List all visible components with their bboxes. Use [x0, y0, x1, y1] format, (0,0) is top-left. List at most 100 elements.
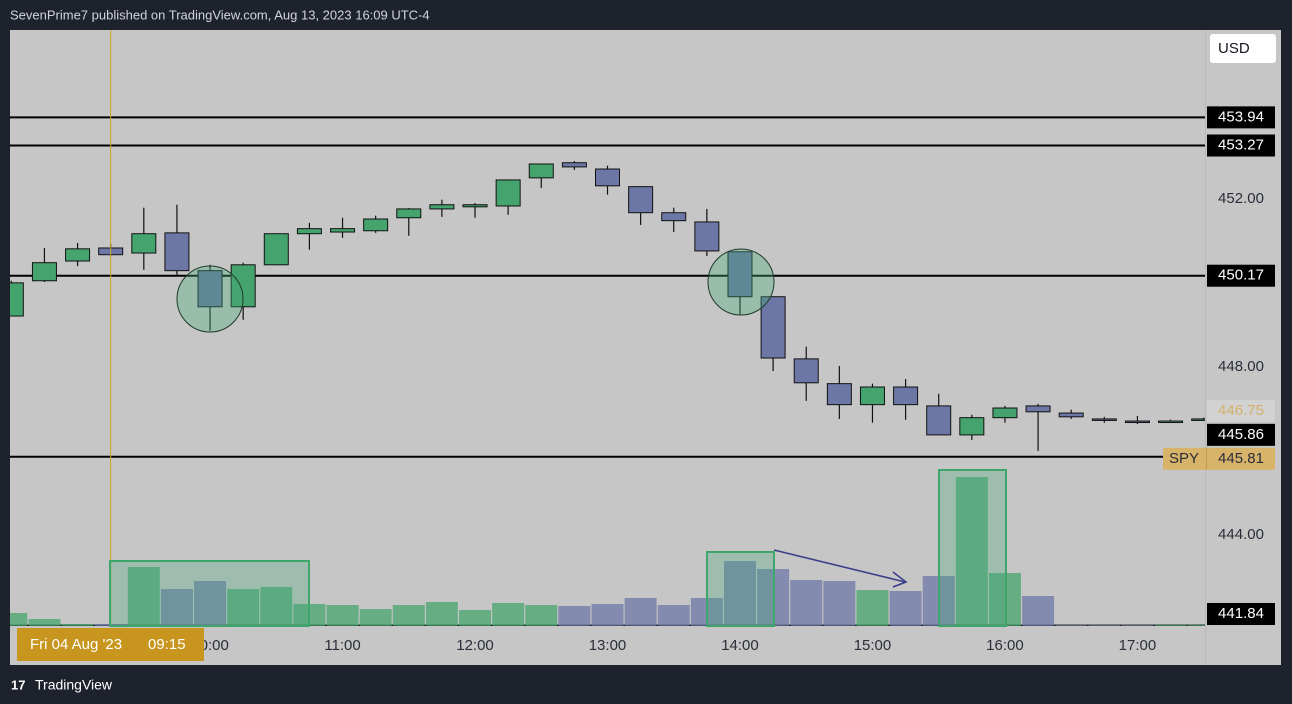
- volume-bar: [194, 581, 227, 626]
- price-label-bg: [1207, 264, 1275, 287]
- volume-bar: [1055, 625, 1088, 626]
- last-price-bg: [1207, 399, 1275, 422]
- chart-panel: [10, 30, 1281, 665]
- crosshair-label: Fri 04 Aug '23 09:15: [17, 628, 204, 661]
- volume-highlight: [706, 551, 775, 627]
- symbol-name: SPY: [1169, 450, 1199, 467]
- x-tick-label: 16:00: [986, 637, 1024, 654]
- price-label: 450.17: [1207, 264, 1275, 287]
- candle-body: [1091, 418, 1117, 421]
- volume-bar: [1154, 625, 1187, 626]
- candle-body: [197, 270, 223, 308]
- candle-body: [495, 179, 521, 207]
- candle-body: [727, 251, 753, 298]
- candle-body: [528, 163, 554, 179]
- price-label: 453.94: [1207, 106, 1275, 129]
- candle-body: [959, 417, 985, 436]
- candle-body: [1158, 420, 1184, 424]
- candle-body: [10, 282, 24, 317]
- currency-label[interactable]: USD: [1218, 40, 1250, 57]
- candle-body: [296, 228, 322, 235]
- annotations: [109, 248, 1007, 627]
- volume-bar: [657, 605, 690, 626]
- publish-header: SevenPrime7 published on TradingView.com…: [10, 7, 430, 22]
- x-tick-label: 11:00: [324, 637, 360, 654]
- volume-bar: [823, 581, 856, 626]
- last-price-text: 446.75: [1218, 402, 1264, 419]
- candle-body: [694, 221, 720, 252]
- trend-arrow-head: [892, 571, 908, 588]
- candle-body: [1124, 420, 1150, 424]
- candle-body: [330, 228, 356, 233]
- brand-name[interactable]: TradingView: [35, 677, 113, 693]
- volume-bar: [1022, 596, 1055, 626]
- price-label: 441.84: [1207, 603, 1275, 625]
- candle-body: [429, 204, 455, 210]
- volume-bar: [425, 602, 458, 626]
- candle-body: [164, 232, 190, 272]
- currency-button[interactable]: USD: [1210, 34, 1276, 63]
- volume-bar: [955, 477, 988, 626]
- crosshair-label-bg: [17, 628, 204, 661]
- candle-body: [363, 218, 389, 232]
- candle-body: [926, 405, 952, 436]
- candle-body: [859, 386, 885, 406]
- volume-bar: [591, 604, 624, 626]
- volume-bar: [359, 609, 392, 626]
- trend-arrow: [773, 549, 906, 583]
- candle-body: [65, 248, 91, 262]
- volume-bar: [127, 567, 160, 626]
- volume-bar: [624, 598, 657, 626]
- volume-bar: [1187, 625, 1205, 626]
- volume-bar: [392, 605, 425, 626]
- volume-bar: [61, 624, 94, 626]
- volume-bar: [492, 603, 525, 626]
- volume-bar: [525, 605, 558, 626]
- x-tick-label: 14:00: [721, 637, 759, 654]
- candle-body: [893, 386, 919, 406]
- y-tick-label: 452.00: [1218, 190, 1264, 207]
- crosshair-time: 09:15: [148, 636, 186, 653]
- candle-body: [561, 162, 587, 168]
- plot-area: [10, 30, 1205, 626]
- x-tick-label: 13:00: [589, 637, 627, 654]
- price-label-text: 445.86: [1218, 426, 1264, 443]
- candle-body: [992, 407, 1018, 419]
- y-tick-label: 444.00: [1218, 526, 1264, 543]
- price-label-text: 441.84: [1218, 605, 1264, 622]
- candle-body: [462, 204, 488, 208]
- volume-bar: [28, 619, 61, 626]
- volume-bar: [326, 605, 359, 626]
- candle-body: [628, 186, 654, 214]
- volume-bar: [10, 613, 28, 626]
- volume-bar: [1088, 625, 1121, 626]
- volume-bar: [227, 589, 260, 626]
- candle-body: [31, 262, 57, 282]
- symbol-label-bg: [1163, 447, 1275, 470]
- footer[interactable]: 17 TradingView: [11, 677, 113, 693]
- candle-body: [793, 358, 819, 384]
- candle-body: [1058, 412, 1084, 418]
- volume-bar: [1121, 625, 1154, 626]
- candle-body: [131, 233, 157, 254]
- price-label-bg: [1207, 106, 1275, 129]
- x-tick-label: 17:00: [1119, 637, 1157, 654]
- candle-body: [661, 212, 687, 222]
- volume-highlight: [938, 469, 1007, 627]
- symbol-label-divider: [1206, 447, 1207, 470]
- price-label-bg: [1207, 603, 1275, 625]
- price-label: 445.86: [1207, 423, 1275, 446]
- price-label: 446.75: [1207, 399, 1275, 422]
- crosshair-date: Fri 04 Aug '23: [30, 636, 122, 653]
- x-tick-label: 12:00: [456, 637, 494, 654]
- y-tick-label: 448.00: [1218, 358, 1264, 375]
- volume-bar: [889, 591, 922, 626]
- price-label-bg: [1207, 134, 1275, 157]
- volume-bar: [160, 589, 193, 626]
- candle-body: [1025, 405, 1051, 413]
- candle-body: [760, 296, 786, 359]
- currency-button-bg[interactable]: [1210, 34, 1276, 63]
